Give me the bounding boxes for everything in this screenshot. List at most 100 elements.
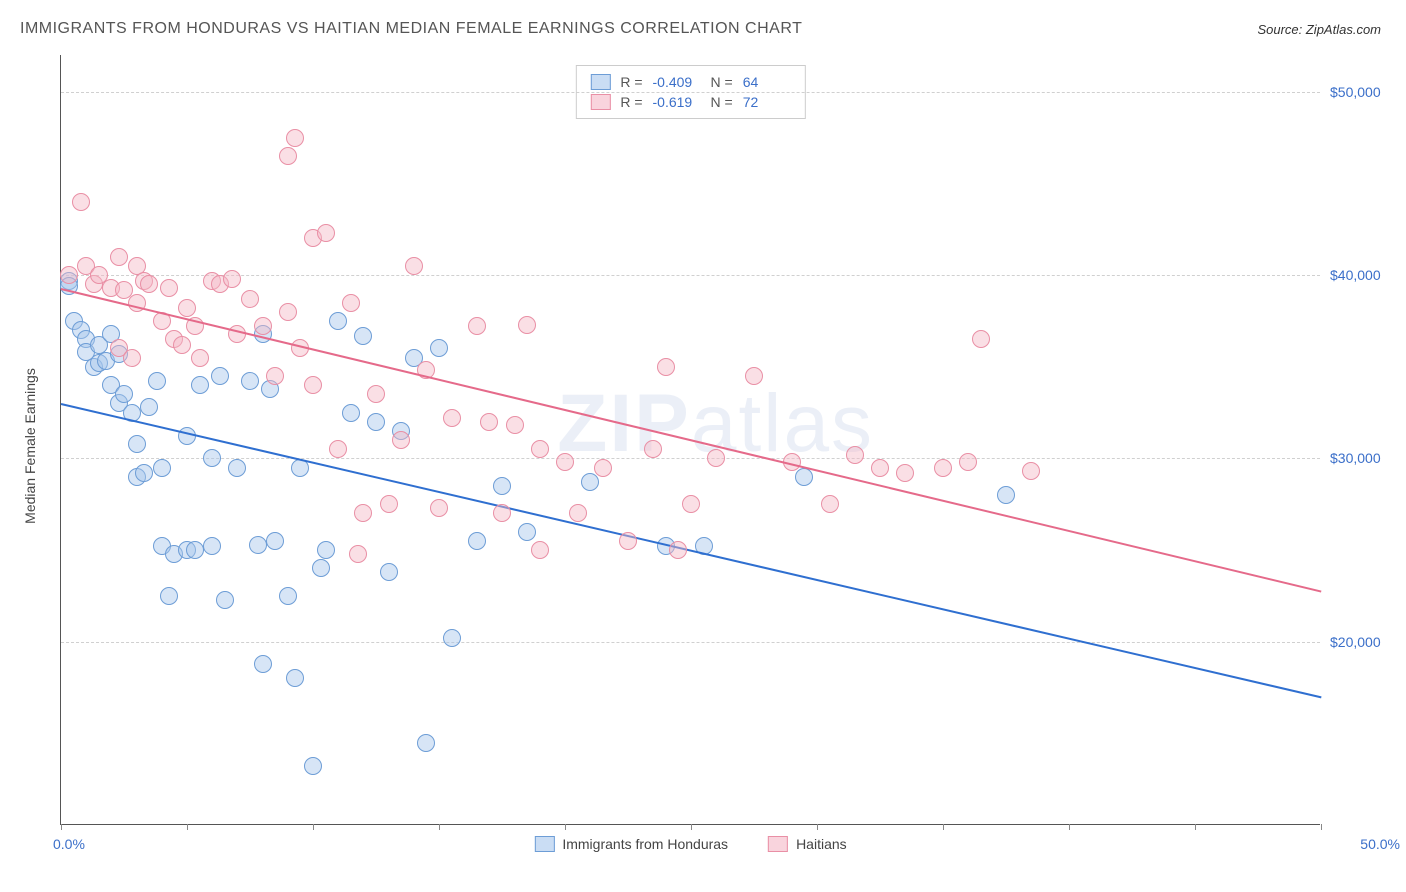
scatter-point (279, 587, 297, 605)
scatter-point (669, 541, 687, 559)
n-value-series2: 72 (743, 94, 791, 110)
scatter-point (312, 559, 330, 577)
scatter-point (354, 327, 372, 345)
scatter-point (707, 449, 725, 467)
scatter-point (443, 409, 461, 427)
scatter-point (405, 257, 423, 275)
scatter-point (254, 655, 272, 673)
r-value-series1: -0.409 (653, 74, 701, 90)
legend-item-series1: Immigrants from Honduras (534, 836, 728, 852)
scatter-point (959, 453, 977, 471)
scatter-point (216, 591, 234, 609)
gridline-horizontal (61, 275, 1320, 276)
scatter-point (430, 339, 448, 357)
scatter-point (480, 413, 498, 431)
scatter-point (115, 385, 133, 403)
scatter-point (380, 495, 398, 513)
x-tick-mark (439, 824, 440, 830)
scatter-point (241, 372, 259, 390)
x-tick-mark (817, 824, 818, 830)
chart-plot-area: ZIPatlas R = -0.409 N = 64 R = -0.619 N … (60, 55, 1320, 825)
r-label: R = (620, 94, 642, 110)
scatter-point (254, 317, 272, 335)
scatter-point (266, 532, 284, 550)
scatter-point (329, 312, 347, 330)
scatter-point (871, 459, 889, 477)
scatter-point (72, 193, 90, 211)
y-tick-label: $50,000 (1330, 84, 1400, 100)
scatter-point (140, 398, 158, 416)
scatter-point (531, 440, 549, 458)
scatter-point (493, 504, 511, 522)
scatter-point (594, 459, 612, 477)
scatter-point (644, 440, 662, 458)
x-tick-mark (691, 824, 692, 830)
scatter-point (135, 464, 153, 482)
scatter-point (518, 316, 536, 334)
scatter-point (279, 147, 297, 165)
x-tick-mark (1069, 824, 1070, 830)
regression-line (61, 403, 1321, 698)
scatter-point (317, 224, 335, 242)
scatter-point (896, 464, 914, 482)
scatter-point (60, 266, 78, 284)
scatter-point (657, 358, 675, 376)
scatter-point (354, 504, 372, 522)
x-tick-mark (313, 824, 314, 830)
scatter-point (203, 449, 221, 467)
x-axis-start-label: 0.0% (53, 836, 85, 852)
scatter-point (266, 367, 284, 385)
scatter-point (531, 541, 549, 559)
n-label: N = (711, 94, 733, 110)
scatter-point (821, 495, 839, 513)
r-label: R = (620, 74, 642, 90)
scatter-point (342, 294, 360, 312)
scatter-point (367, 385, 385, 403)
scatter-point (211, 367, 229, 385)
x-tick-mark (187, 824, 188, 830)
scatter-point (304, 757, 322, 775)
swatch-series1 (534, 836, 554, 852)
scatter-point (430, 499, 448, 517)
x-tick-mark (565, 824, 566, 830)
scatter-point (380, 563, 398, 581)
scatter-point (241, 290, 259, 308)
scatter-point (443, 629, 461, 647)
scatter-point (178, 299, 196, 317)
scatter-point (569, 504, 587, 522)
scatter-point (506, 416, 524, 434)
scatter-point (581, 473, 599, 491)
n-value-series1: 64 (743, 74, 791, 90)
legend-label-series1: Immigrants from Honduras (562, 836, 728, 852)
x-axis-end-label: 50.0% (1360, 836, 1400, 852)
stats-row-series1: R = -0.409 N = 64 (590, 72, 790, 92)
gridline-horizontal (61, 642, 1320, 643)
scatter-point (619, 532, 637, 550)
scatter-point (795, 468, 813, 486)
chart-title: IMMIGRANTS FROM HONDURAS VS HAITIAN MEDI… (20, 20, 802, 38)
scatter-point (110, 248, 128, 266)
scatter-point (934, 459, 952, 477)
scatter-point (153, 459, 171, 477)
scatter-point (148, 372, 166, 390)
scatter-point (556, 453, 574, 471)
y-tick-label: $20,000 (1330, 634, 1400, 650)
scatter-point (972, 330, 990, 348)
scatter-point (203, 537, 221, 555)
scatter-point (1022, 462, 1040, 480)
scatter-point (191, 376, 209, 394)
scatter-point (304, 376, 322, 394)
scatter-point (342, 404, 360, 422)
x-tick-mark (1195, 824, 1196, 830)
scatter-point (493, 477, 511, 495)
scatter-point (186, 541, 204, 559)
scatter-point (317, 541, 335, 559)
legend: Immigrants from Honduras Haitians (534, 836, 846, 852)
scatter-point (468, 317, 486, 335)
stats-row-series2: R = -0.619 N = 72 (590, 92, 790, 112)
scatter-point (191, 349, 209, 367)
scatter-point (279, 303, 297, 321)
scatter-point (745, 367, 763, 385)
n-label: N = (711, 74, 733, 90)
scatter-point (160, 279, 178, 297)
